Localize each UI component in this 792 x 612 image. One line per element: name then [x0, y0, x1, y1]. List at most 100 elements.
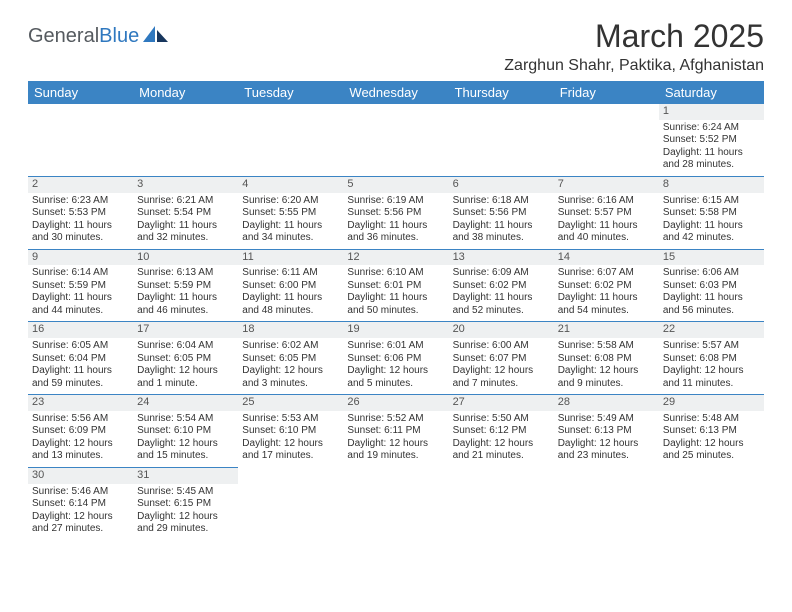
calendar-day-cell: 2Sunrise: 6:23 AMSunset: 5:53 PMDaylight… [28, 176, 133, 249]
calendar-day-cell: 17Sunrise: 6:04 AMSunset: 6:05 PMDayligh… [133, 322, 238, 395]
calendar-day-cell: 1Sunrise: 6:24 AMSunset: 5:52 PMDaylight… [659, 104, 764, 176]
weekday-header: Monday [133, 81, 238, 104]
sunset-text: Sunset: 6:13 PM [663, 425, 760, 438]
sunrise-text: Sunrise: 6:05 AM [32, 340, 129, 353]
daylight-text: Daylight: 11 hours [453, 292, 550, 305]
calendar-day-cell [343, 467, 448, 539]
daylight-text: Daylight: 11 hours [558, 292, 655, 305]
calendar-day-cell [554, 104, 659, 176]
daylight-text: Daylight: 11 hours [242, 220, 339, 233]
sunrise-text: Sunrise: 5:48 AM [663, 413, 760, 426]
daylight-text: and 54 minutes. [558, 305, 655, 318]
calendar-week-row: 23Sunrise: 5:56 AMSunset: 6:09 PMDayligh… [28, 395, 764, 468]
day-number: 20 [449, 322, 554, 338]
calendar-day-cell: 29Sunrise: 5:48 AMSunset: 6:13 PMDayligh… [659, 395, 764, 468]
sunrise-text: Sunrise: 5:56 AM [32, 413, 129, 426]
daylight-text: and 32 minutes. [137, 232, 234, 245]
sunset-text: Sunset: 6:08 PM [663, 353, 760, 366]
daylight-text: Daylight: 12 hours [663, 438, 760, 451]
calendar-day-cell: 5Sunrise: 6:19 AMSunset: 5:56 PMDaylight… [343, 176, 448, 249]
day-number: 26 [343, 395, 448, 411]
day-number: 28 [554, 395, 659, 411]
daylight-text: and 13 minutes. [32, 450, 129, 463]
daylight-text: Daylight: 11 hours [663, 147, 760, 160]
daylight-text: and 1 minute. [137, 378, 234, 391]
sunrise-text: Sunrise: 6:06 AM [663, 267, 760, 280]
calendar-day-cell: 30Sunrise: 5:46 AMSunset: 6:14 PMDayligh… [28, 467, 133, 539]
daylight-text: Daylight: 11 hours [32, 365, 129, 378]
daylight-text: Daylight: 11 hours [32, 292, 129, 305]
calendar-table: Sunday Monday Tuesday Wednesday Thursday… [28, 81, 764, 540]
daylight-text: Daylight: 11 hours [347, 292, 444, 305]
calendar-day-cell: 9Sunrise: 6:14 AMSunset: 5:59 PMDaylight… [28, 249, 133, 322]
header: GeneralBlue March 2025 Zarghun Shahr, Pa… [28, 18, 764, 75]
calendar-day-cell: 28Sunrise: 5:49 AMSunset: 6:13 PMDayligh… [554, 395, 659, 468]
daylight-text: Daylight: 12 hours [32, 438, 129, 451]
calendar-day-cell: 21Sunrise: 5:58 AMSunset: 6:08 PMDayligh… [554, 322, 659, 395]
logo-text-gray: General [28, 25, 99, 47]
daylight-text: Daylight: 11 hours [32, 220, 129, 233]
daylight-text: Daylight: 12 hours [347, 365, 444, 378]
daylight-text: and 34 minutes. [242, 232, 339, 245]
day-number: 27 [449, 395, 554, 411]
daylight-text: and 59 minutes. [32, 378, 129, 391]
day-number: 9 [28, 250, 133, 266]
sunset-text: Sunset: 6:02 PM [558, 280, 655, 293]
day-number: 7 [554, 177, 659, 193]
sunset-text: Sunset: 5:56 PM [453, 207, 550, 220]
daylight-text: and 15 minutes. [137, 450, 234, 463]
daylight-text: Daylight: 12 hours [558, 365, 655, 378]
month-title: March 2025 [504, 18, 764, 55]
daylight-text: and 28 minutes. [663, 159, 760, 172]
daylight-text: Daylight: 12 hours [347, 438, 444, 451]
calendar-day-cell [343, 104, 448, 176]
calendar-day-cell: 24Sunrise: 5:54 AMSunset: 6:10 PMDayligh… [133, 395, 238, 468]
calendar-week-row: 2Sunrise: 6:23 AMSunset: 5:53 PMDaylight… [28, 176, 764, 249]
sunset-text: Sunset: 6:05 PM [137, 353, 234, 366]
sunset-text: Sunset: 6:06 PM [347, 353, 444, 366]
day-number: 15 [659, 250, 764, 266]
daylight-text: Daylight: 11 hours [137, 220, 234, 233]
calendar-day-cell [449, 467, 554, 539]
sunset-text: Sunset: 6:03 PM [663, 280, 760, 293]
logo-text: GeneralBlue [28, 25, 139, 48]
sunset-text: Sunset: 5:55 PM [242, 207, 339, 220]
day-number: 5 [343, 177, 448, 193]
weekday-header: Tuesday [238, 81, 343, 104]
daylight-text: and 56 minutes. [663, 305, 760, 318]
sunrise-text: Sunrise: 6:20 AM [242, 195, 339, 208]
sunset-text: Sunset: 5:57 PM [558, 207, 655, 220]
daylight-text: and 7 minutes. [453, 378, 550, 391]
sunrise-text: Sunrise: 6:02 AM [242, 340, 339, 353]
daylight-text: and 25 minutes. [663, 450, 760, 463]
sunrise-text: Sunrise: 6:10 AM [347, 267, 444, 280]
sunset-text: Sunset: 6:10 PM [242, 425, 339, 438]
sunrise-text: Sunrise: 6:21 AM [137, 195, 234, 208]
weekday-header: Wednesday [343, 81, 448, 104]
daylight-text: Daylight: 12 hours [137, 511, 234, 524]
calendar-day-cell: 7Sunrise: 6:16 AMSunset: 5:57 PMDaylight… [554, 176, 659, 249]
sail-icon [143, 24, 169, 49]
daylight-text: and 30 minutes. [32, 232, 129, 245]
logo-text-blue: Blue [99, 25, 139, 47]
daylight-text: and 9 minutes. [558, 378, 655, 391]
daylight-text: and 5 minutes. [347, 378, 444, 391]
daylight-text: and 23 minutes. [558, 450, 655, 463]
day-number: 3 [133, 177, 238, 193]
daylight-text: Daylight: 12 hours [242, 438, 339, 451]
daylight-text: Daylight: 12 hours [558, 438, 655, 451]
sunset-text: Sunset: 6:07 PM [453, 353, 550, 366]
daylight-text: Daylight: 11 hours [663, 292, 760, 305]
calendar-week-row: 16Sunrise: 6:05 AMSunset: 6:04 PMDayligh… [28, 322, 764, 395]
title-block: March 2025 Zarghun Shahr, Paktika, Afgha… [504, 18, 764, 75]
daylight-text: Daylight: 11 hours [663, 220, 760, 233]
day-number: 14 [554, 250, 659, 266]
weekday-header: Sunday [28, 81, 133, 104]
calendar-day-cell: 31Sunrise: 5:45 AMSunset: 6:15 PMDayligh… [133, 467, 238, 539]
daylight-text: Daylight: 11 hours [453, 220, 550, 233]
day-number: 30 [28, 468, 133, 484]
calendar-day-cell: 22Sunrise: 5:57 AMSunset: 6:08 PMDayligh… [659, 322, 764, 395]
calendar-week-row: 1Sunrise: 6:24 AMSunset: 5:52 PMDaylight… [28, 104, 764, 176]
sunset-text: Sunset: 6:11 PM [347, 425, 444, 438]
daylight-text: and 48 minutes. [242, 305, 339, 318]
